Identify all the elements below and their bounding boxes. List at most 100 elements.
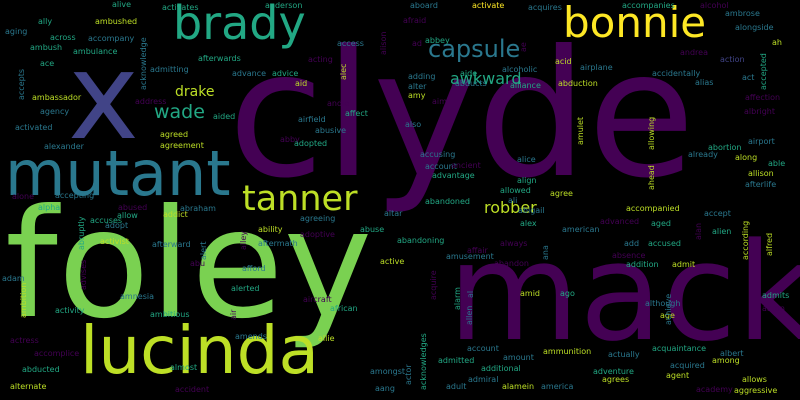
word-alien: alien [712, 227, 732, 236]
word-alive: alive [112, 0, 132, 9]
word-america: america [541, 382, 574, 391]
word-amid: amid [520, 289, 540, 298]
word-allow: allow [117, 211, 138, 220]
word-advises: advises [79, 259, 88, 290]
word-allison: allison [748, 169, 774, 178]
word-alexander: alexander [44, 142, 84, 151]
word-alamein: alamein [502, 382, 535, 391]
word-afford: afford [242, 264, 266, 273]
word-adam: adam [2, 274, 25, 283]
word-access: access [337, 39, 364, 48]
word-almost: almost [170, 363, 198, 372]
word-awkward: awkward [450, 69, 522, 88]
word-accepting: accepting [55, 191, 95, 200]
word-acquires: acquires [528, 3, 562, 12]
word-ah: ah [772, 38, 782, 47]
word-mack: mack [448, 214, 800, 371]
word-advantage: advantage [432, 171, 475, 180]
word-ad: ad [412, 39, 422, 48]
word-abu: abu [190, 259, 206, 268]
word-abigail: abigail [518, 206, 545, 215]
word-ally: ally [38, 17, 53, 26]
word-amnesia: amnesia [120, 292, 154, 301]
word-alec: alec [339, 63, 348, 80]
word-ahead: ahead [647, 165, 656, 190]
word-accused: accused [648, 239, 681, 248]
word-amulet: amulet [576, 116, 585, 145]
word-also: also [405, 120, 422, 129]
word-abused: abused [118, 203, 148, 212]
word-activity: activity [55, 306, 85, 315]
word-adoptive: adoptive [300, 230, 335, 239]
word-alter: alter [408, 82, 427, 91]
word-activated: activated [15, 123, 53, 132]
word-abusive: abusive [315, 126, 347, 135]
word-aide: aide [460, 69, 478, 78]
word-ana: ana [541, 245, 550, 260]
word-amount: amount [503, 353, 534, 362]
word-airfield: airfield [298, 115, 326, 124]
word-along: along [735, 153, 758, 162]
word-amusement: amusement [446, 252, 494, 261]
word-andie: andie [327, 99, 350, 108]
word-adding: adding [408, 72, 436, 81]
word-affect: affect [345, 109, 368, 118]
word-afterwards: afterwards [198, 54, 241, 63]
word-airplane: airplane [580, 63, 613, 72]
word-aim: aim [432, 97, 447, 106]
word-agreeing: agreeing [300, 214, 336, 223]
word-aggressive: aggressive [734, 386, 778, 395]
word-albright: albright [744, 107, 775, 116]
word-additional: additional [481, 364, 521, 373]
word-adopted: adopted [294, 139, 328, 148]
word-acquired: acquired [670, 361, 705, 370]
word-accident: accident [175, 385, 210, 394]
word-affection: affection [745, 93, 781, 102]
word-alley: alley [239, 230, 248, 250]
word-acquaintance: acquaintance [652, 344, 707, 353]
word-affair: affair [467, 246, 488, 255]
word-ae: ae [519, 42, 528, 52]
word-addition: addition [626, 260, 659, 269]
word-abruptly: abruptly [77, 216, 86, 250]
word-admitted: admitted [438, 356, 475, 365]
word-actually: actually [608, 350, 640, 359]
word-abraham: abraham [180, 204, 216, 213]
word-afterward: afterward [152, 240, 191, 249]
word-abby: abby [280, 135, 300, 144]
word-ambitious: ambitious [150, 310, 190, 319]
word-accidentally: accidentally [652, 69, 701, 78]
word-accompany: accompany [88, 34, 135, 43]
word-alison: alison [379, 31, 388, 55]
word-adult: adult [446, 382, 467, 391]
word-ambushed: ambushed [95, 17, 138, 26]
word-aircraft: aircraft [303, 295, 332, 304]
word-admit: admit [672, 260, 696, 269]
word-american: american [562, 225, 600, 234]
word-alice: alice [517, 155, 536, 164]
word-alex: alex [520, 219, 537, 228]
word-ancient: ancient [451, 161, 481, 170]
word-alpha: alpha [38, 203, 61, 212]
word-capsule: capsule [428, 35, 521, 63]
word-add: add [624, 239, 640, 248]
word-alternate: alternate [10, 382, 47, 391]
word-aging: aging [5, 27, 28, 36]
word-foley: foley [5, 178, 373, 352]
word-alfred: alfred [765, 232, 774, 256]
word-actress: actress [10, 336, 39, 345]
word-alone: alone [12, 192, 35, 201]
word-drake: drake [175, 84, 215, 100]
word-aged: aged [651, 219, 671, 228]
word-alert: alert [199, 241, 208, 260]
word-although: although [645, 299, 681, 308]
word-advance: advance [232, 69, 267, 78]
word-ago: ago [560, 289, 575, 298]
word-amy: amy [408, 91, 426, 100]
word-amongst: amongst [370, 367, 406, 376]
word-admiral: admiral [468, 375, 499, 384]
word-clyde: clyde [228, 14, 696, 217]
word-achieve: achieve [664, 293, 673, 325]
word-agreed: agreed [160, 130, 189, 139]
